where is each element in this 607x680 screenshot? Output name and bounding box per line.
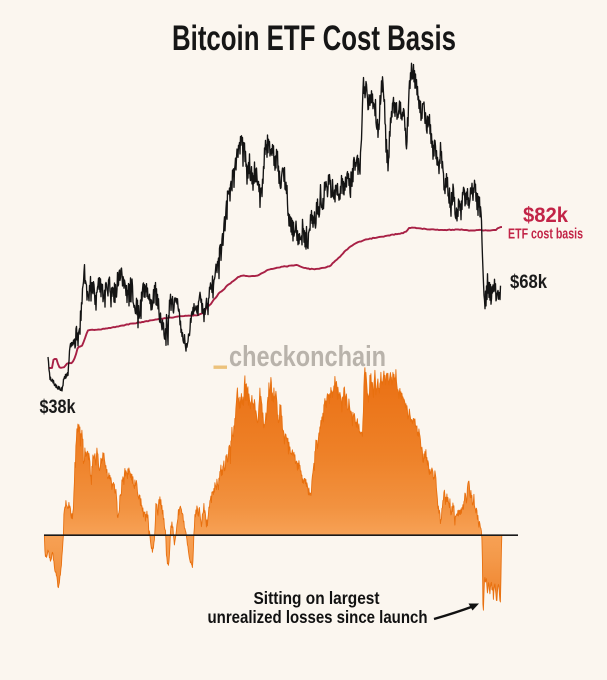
svg-text:$68k: $68k	[510, 272, 547, 293]
svg-text:$82k: $82k	[523, 204, 568, 227]
svg-text:unrealized losses since launch: unrealized losses since launch	[208, 607, 428, 627]
svg-text:checkonchain: checkonchain	[229, 341, 386, 373]
svg-text:$38k: $38k	[40, 397, 76, 418]
svg-text:Sitting on largest: Sitting on largest	[254, 588, 380, 608]
svg-text:Bitcoin ETF Cost Basis: Bitcoin ETF Cost Basis	[172, 19, 456, 58]
svg-text:ETF cost basis: ETF cost basis	[508, 226, 583, 243]
